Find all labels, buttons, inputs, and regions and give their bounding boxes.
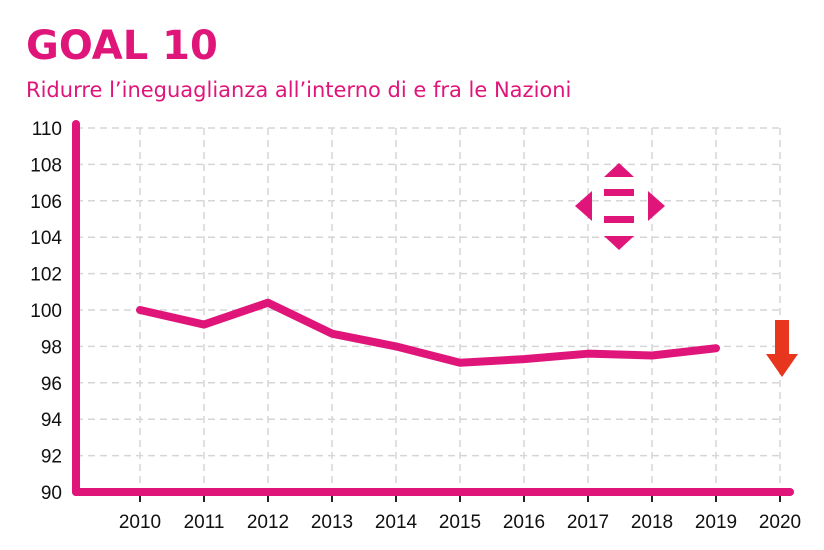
- x-tick-label: 2011: [184, 512, 225, 533]
- y-tick-label: 106: [30, 192, 62, 213]
- goal-10-equality-icon: [575, 163, 665, 250]
- chart-title: GOAL 10: [26, 23, 218, 69]
- y-tick-label: 96: [41, 374, 62, 395]
- x-tick-label: 2014: [375, 512, 418, 533]
- x-tick-label: 2018: [631, 512, 673, 533]
- y-tick-label: 94: [41, 410, 63, 431]
- logo-arrow-left: [575, 191, 592, 221]
- y-tick-label: 98: [41, 337, 62, 358]
- x-tick-label: 2019: [695, 512, 737, 533]
- x-tick-label: 2015: [439, 512, 481, 533]
- y-tick-label: 108: [30, 155, 62, 176]
- logo-arrow-up: [604, 163, 634, 177]
- logo-bar-top: [604, 189, 634, 196]
- x-axis-tick-labels: 2010 2011 2012 2013 2014 2015 2016 2017 2018 2019…: [119, 512, 801, 533]
- y-axis-tick-labels: 90 92 94 96 98 100 102 104 106 108 110: [30, 119, 62, 504]
- x-tick-label: 2020: [759, 512, 801, 533]
- y-tick-label: 102: [30, 265, 62, 286]
- axes: [72, 120, 794, 502]
- grid-lines: [76, 127, 782, 492]
- y-tick-label: 104: [30, 228, 62, 249]
- logo-arrow-right: [648, 191, 665, 221]
- x-tick-label: 2012: [247, 512, 289, 533]
- x-tick-label: 2013: [311, 512, 353, 533]
- y-tick-label: 92: [41, 447, 62, 468]
- series-line: [136, 298, 720, 367]
- series-group: [136, 298, 720, 367]
- chart-subtitle: Ridurre l’ineguaglianza all’interno di e…: [26, 78, 572, 102]
- logo-bar-bottom: [604, 216, 634, 223]
- x-tick-label: 2016: [503, 512, 545, 533]
- x-tick-label: 2010: [119, 512, 161, 533]
- y-tick-label: 100: [30, 301, 62, 322]
- trend-down-arrow-icon: [766, 320, 798, 377]
- y-tick-label: 110: [32, 119, 62, 140]
- y-tick-label: 90: [41, 483, 62, 504]
- x-tick-label: 2017: [567, 512, 609, 533]
- logo-arrow-down: [604, 236, 634, 250]
